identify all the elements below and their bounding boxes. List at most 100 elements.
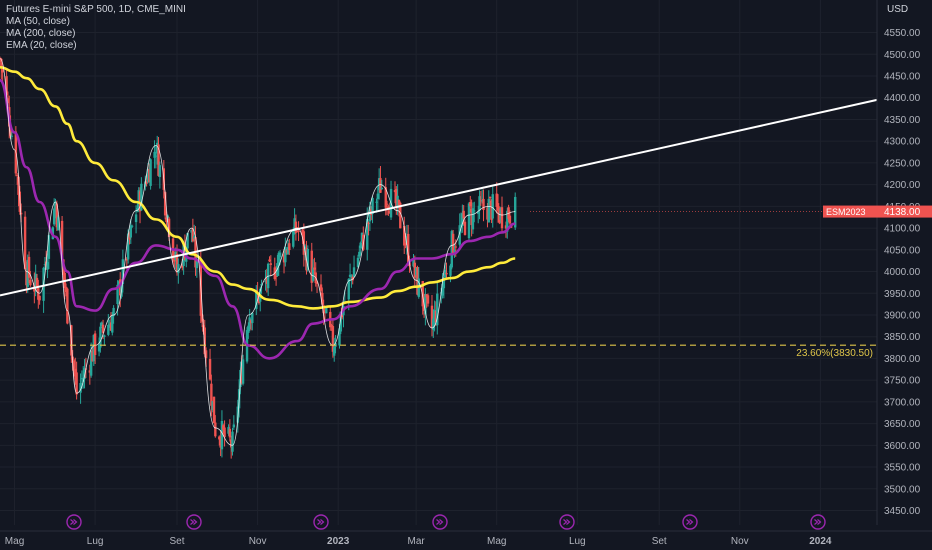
candle-body [265, 277, 269, 284]
price-tick-label: 3500.00 [884, 484, 921, 495]
candle-body [175, 253, 179, 273]
candle-body [375, 201, 378, 203]
candle-body [89, 350, 93, 376]
candle-body [268, 259, 271, 262]
event-circle [682, 514, 698, 530]
candle-body [480, 200, 484, 202]
candle-body [421, 281, 424, 307]
candle-body [442, 279, 446, 289]
dividend-event-icon [186, 514, 202, 530]
candle-body [451, 233, 455, 255]
candle-body [46, 262, 49, 270]
candle-body [462, 210, 465, 219]
time-tick-label: 2023 [327, 536, 350, 547]
candle-body [43, 264, 47, 266]
candle-body [358, 251, 361, 257]
candle-body [445, 272, 448, 275]
price-tick-label: 4450.00 [884, 72, 921, 83]
candle-body [82, 377, 85, 382]
candle-body [247, 325, 250, 333]
candle-body [107, 324, 110, 335]
dividend-event-icon [313, 514, 329, 530]
candle-body [192, 236, 196, 239]
price-axis-background [877, 0, 932, 550]
candle-body [380, 187, 383, 190]
candle-body [167, 218, 171, 237]
candle-body [103, 335, 106, 337]
candle-body [214, 422, 217, 437]
event-circle [313, 514, 329, 530]
candle-body [356, 257, 360, 267]
candle-body [200, 314, 204, 322]
candle-body [274, 276, 278, 278]
dividend-event-icon [810, 514, 826, 530]
candle-body [360, 232, 364, 242]
candle-body [388, 211, 391, 214]
candle-body [301, 230, 304, 236]
event-arrows [190, 519, 198, 525]
candle-body [17, 176, 20, 195]
candle-body [463, 221, 467, 235]
candle-body [458, 225, 461, 245]
candle-body [479, 200, 483, 202]
candle-body [443, 270, 447, 278]
candle-body [6, 98, 10, 104]
candle-body [339, 311, 343, 332]
time-tick-label: Lug [569, 536, 586, 547]
candle-body [66, 288, 69, 324]
candle-body [384, 187, 387, 208]
candle-body [293, 218, 296, 234]
candle-body [181, 264, 184, 268]
candle-body [499, 208, 502, 220]
symbol-tag-bg [823, 205, 877, 218]
legend-symbol: Futures E-mini S&P 500, 1D, CME_MINI [6, 4, 186, 15]
candle-body [219, 438, 222, 448]
candle-body [60, 220, 64, 259]
candle-body [72, 360, 76, 369]
candle-body [218, 436, 221, 440]
chart-legend: Futures E-mini S&P 500, 1D, CME_MINI MA … [6, 4, 186, 52]
candle-body [403, 225, 406, 246]
candle-body [405, 236, 409, 243]
candle-body [173, 256, 176, 262]
candle-body [88, 370, 92, 373]
legend-ma50: MA (50, close) [6, 16, 70, 27]
price-tick-label: 4200.00 [884, 180, 921, 191]
candle-body [249, 320, 253, 324]
candle-body [154, 155, 158, 157]
candle-body [157, 144, 160, 176]
candle-body [56, 217, 60, 231]
price-tick-label: 4550.00 [884, 28, 921, 39]
candle-body [490, 200, 493, 220]
candle-body [163, 192, 167, 216]
candle-body [348, 274, 352, 277]
event-arrows [317, 519, 325, 525]
event-circle [810, 514, 826, 530]
candle-body [432, 318, 435, 330]
candle-body [376, 193, 380, 199]
candle-body [425, 294, 428, 298]
candle-body [487, 198, 490, 223]
chart-grid [0, 0, 877, 525]
candle-body [284, 246, 287, 263]
candle-body [134, 214, 138, 223]
candle-body [229, 439, 233, 448]
time-tick-label: Nov [731, 536, 749, 547]
candle-body [413, 262, 417, 278]
candle-body [158, 165, 162, 178]
event-circle [559, 514, 575, 530]
price-tick-label: 3700.00 [884, 397, 921, 408]
event-arrows [814, 519, 822, 525]
event-circle [66, 514, 82, 530]
candle-body [47, 235, 51, 259]
candle-body [424, 294, 427, 315]
events-layer [66, 514, 826, 530]
candle-body [130, 225, 134, 227]
candle-body [195, 261, 199, 269]
candle-body [288, 243, 291, 251]
price-tick-label: 3600.00 [884, 441, 921, 452]
candle-body [1, 69, 4, 73]
candle-body [177, 264, 180, 274]
trend-line [0, 98, 878, 297]
